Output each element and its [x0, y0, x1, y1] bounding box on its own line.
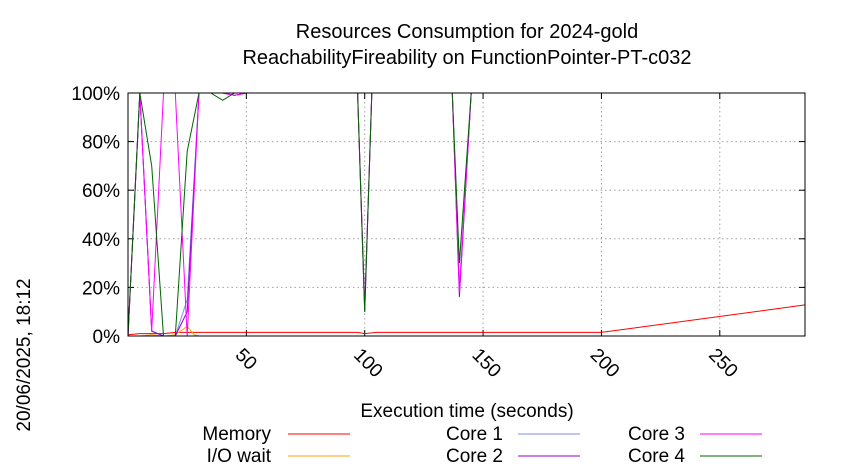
- chart-title-line2: ReachabilityFireability on FunctionPoint…: [242, 47, 691, 69]
- y-tick-label: 80%: [82, 133, 120, 154]
- series-line-core-1: [127, 92, 805, 337]
- series-line-core-4: [127, 92, 805, 337]
- series-line-core-2: [127, 92, 805, 337]
- y-tick-label: 0%: [93, 327, 121, 348]
- legend-label-i-o-wait: I/O wait: [207, 446, 272, 467]
- y-tick-label: 20%: [82, 278, 120, 299]
- x-tick-label: 200: [586, 345, 623, 382]
- series-line-core-3: [127, 92, 805, 337]
- y-tick-label: 60%: [82, 181, 120, 202]
- y-tick-label: 40%: [82, 230, 120, 251]
- chart-title-line1: Resources Consumption for 2024-gold: [296, 21, 638, 43]
- series-line-memory: [127, 304, 806, 336]
- timestamp: 20/06/2025, 18:12: [14, 278, 35, 431]
- legend-label-memory: Memory: [202, 424, 271, 445]
- x-tick-label: 250: [704, 345, 741, 382]
- legend-label-core-1: Core 1: [446, 424, 503, 445]
- x-tick-label: 50: [231, 345, 261, 375]
- plot-frame: [127, 92, 806, 337]
- x-tick-label: 150: [468, 345, 505, 382]
- legend-label-core-4: Core 4: [628, 446, 685, 467]
- series-lines: [127, 92, 806, 337]
- legend-label-core-2: Core 2: [446, 446, 503, 467]
- legend-label-core-3: Core 3: [628, 424, 685, 445]
- y-tick-label: 100%: [71, 84, 120, 105]
- series-line-i-o-wait: [128, 325, 805, 337]
- x-tick-label: 100: [349, 345, 386, 382]
- axis-ticks: 0% 20% 40% 60% 80% 100% 50 100 150 200 250: [71, 84, 805, 382]
- grid: [128, 93, 805, 336]
- x-axis-label: Execution time (seconds): [360, 401, 573, 422]
